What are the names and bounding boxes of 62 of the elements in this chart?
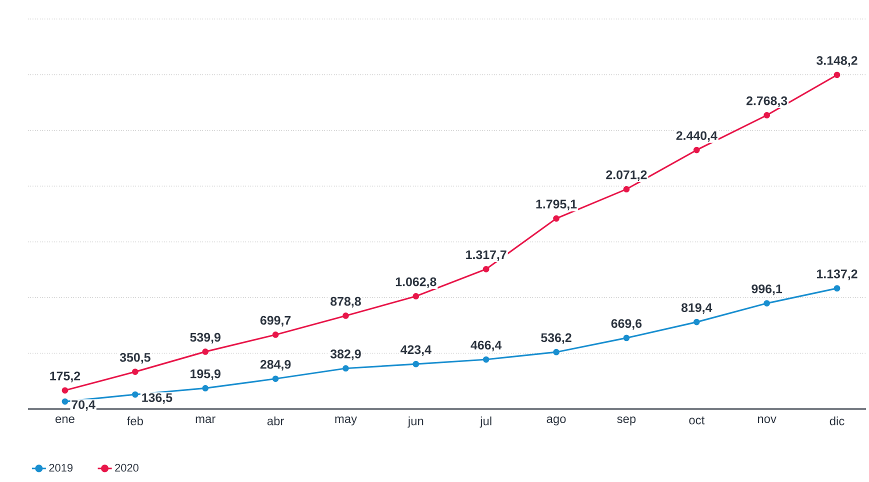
data-label: 466,4: [470, 340, 502, 352]
data-label: 136,5: [142, 393, 172, 404]
point: [693, 146, 700, 154]
data-label: 1.317,7: [466, 250, 506, 261]
data-label: 175,2: [50, 372, 80, 382]
point: [482, 266, 490, 272]
legend-label: 2019: [49, 464, 73, 472]
point: [342, 312, 349, 319]
legend-label: 2020: [115, 464, 138, 472]
point: [553, 215, 560, 222]
point: [834, 285, 840, 292]
point: [553, 348, 560, 356]
data-label: 1.062,8: [396, 277, 436, 288]
x-tick-label: abr: [267, 416, 284, 426]
x-tick-label: ene: [56, 416, 74, 424]
point: [62, 387, 68, 394]
data-label: 878,8: [330, 296, 361, 308]
data-label: 996,1: [752, 284, 782, 296]
data-label: 195,9: [190, 369, 220, 380]
point: [623, 186, 630, 192]
point: [834, 72, 840, 78]
data-label: 1.795,1: [536, 200, 577, 210]
x-tick-label: ago: [546, 416, 566, 426]
data-label: 536,2: [541, 333, 572, 344]
data-label: 1.137,2: [817, 270, 858, 280]
point: [202, 348, 209, 355]
data-label: 819,4: [681, 303, 712, 314]
data-label: 350,5: [120, 352, 150, 364]
point: [62, 398, 68, 405]
x-tick-label: oct: [689, 416, 705, 424]
point: [693, 318, 700, 326]
x-tick-label: nov: [758, 416, 776, 424]
point: [342, 365, 349, 372]
point: [272, 332, 279, 338]
data-label: 423,4: [400, 345, 432, 356]
point: [764, 112, 770, 118]
data-label: 3.148,2: [816, 56, 858, 67]
point: [132, 391, 138, 398]
point: [623, 334, 630, 342]
data-label: 669,6: [611, 319, 642, 330]
point: [412, 293, 420, 300]
data-label: 284,9: [260, 360, 291, 371]
point: [132, 368, 138, 375]
point: [412, 360, 420, 368]
x-tick-label: may: [335, 416, 357, 426]
data-label: 70,4: [72, 400, 96, 411]
data-label: 699,7: [260, 316, 291, 327]
x-tick-label: mar: [196, 416, 216, 424]
point: [482, 356, 490, 363]
data-label: 2.440,4: [676, 131, 718, 142]
point: [272, 376, 279, 382]
point: [764, 300, 770, 306]
x-tick-label: dic: [830, 416, 844, 426]
x-tick-label: feb: [127, 416, 143, 426]
data-label: 2.071,2: [606, 170, 647, 181]
data-label: 382,9: [330, 350, 361, 360]
data-label: 539,9: [190, 332, 220, 344]
x-tick-label: jun: [408, 416, 424, 428]
data-label: 2.768,3: [746, 96, 788, 108]
point: [202, 385, 209, 392]
x-tick-label: sep: [617, 416, 636, 426]
x-tick-label: jul: [480, 416, 492, 428]
